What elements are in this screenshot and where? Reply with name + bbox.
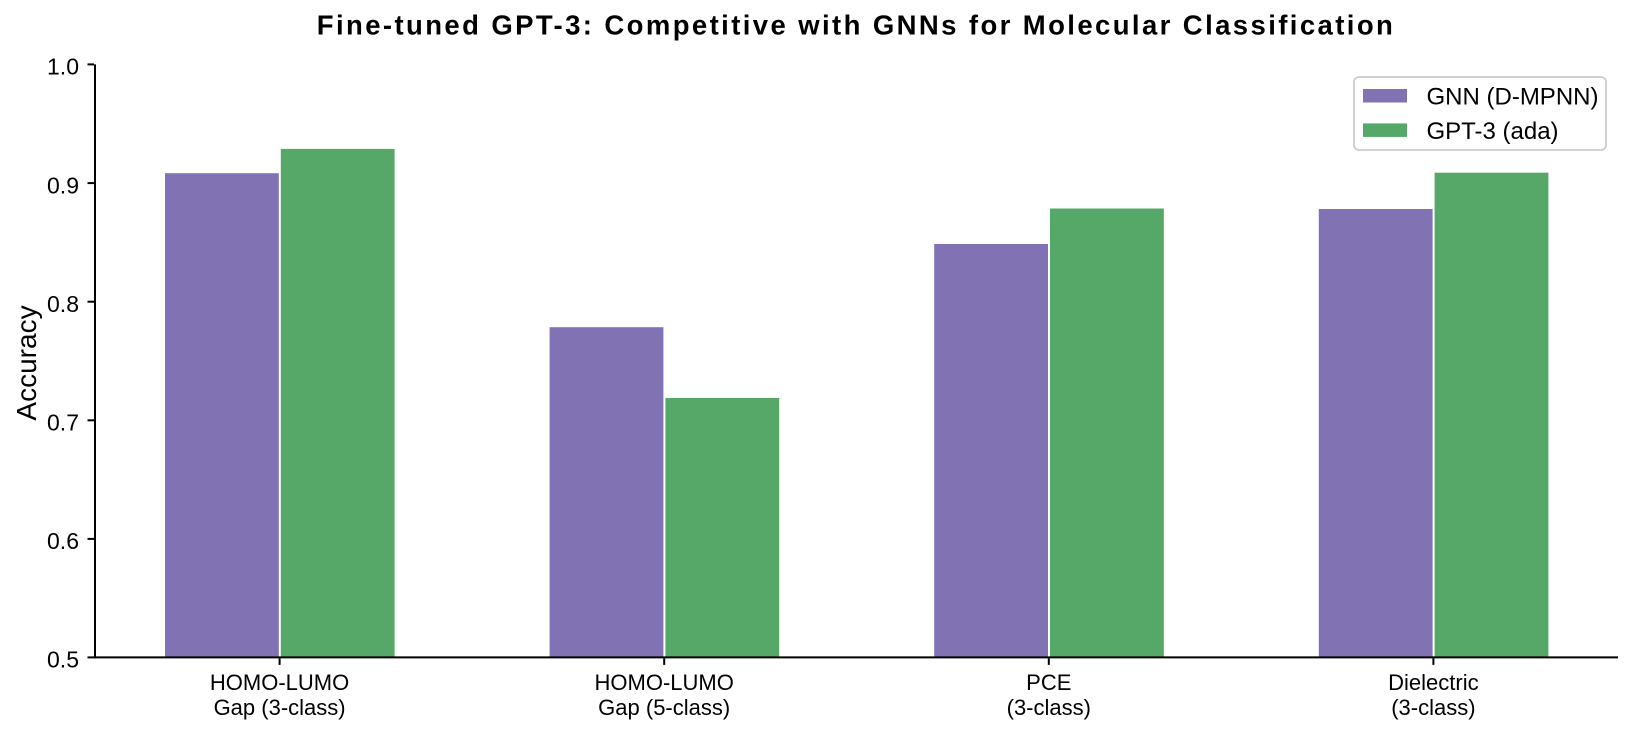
svg-text:HOMO-LUMO: HOMO-LUMO	[595, 670, 734, 695]
svg-text:0.7: 0.7	[47, 410, 79, 436]
svg-text:Accuracy: Accuracy	[11, 305, 42, 420]
svg-text:0.9: 0.9	[47, 172, 79, 198]
svg-text:Gap (3-class): Gap (3-class)	[214, 695, 346, 720]
svg-text:0.5: 0.5	[47, 647, 79, 673]
svg-text:GNN (D-MPNN): GNN (D-MPNN)	[1427, 84, 1599, 111]
svg-text:PCE: PCE	[1026, 670, 1071, 695]
svg-text:Gap (5-class): Gap (5-class)	[598, 695, 730, 720]
svg-text:Dielectric: Dielectric	[1388, 670, 1478, 695]
svg-text:0.8: 0.8	[47, 291, 79, 317]
svg-text:(3-class): (3-class)	[1391, 695, 1475, 720]
svg-text:HOMO-LUMO: HOMO-LUMO	[210, 670, 349, 695]
svg-text:(3-class): (3-class)	[1007, 695, 1091, 720]
svg-text:Fine-tuned GPT-3: Competitive: Fine-tuned GPT-3: Competitive with GNNs …	[317, 10, 1395, 41]
svg-text:0.6: 0.6	[47, 528, 79, 554]
svg-text:1.0: 1.0	[47, 54, 79, 80]
svg-text:GPT-3 (ada): GPT-3 (ada)	[1427, 118, 1559, 145]
